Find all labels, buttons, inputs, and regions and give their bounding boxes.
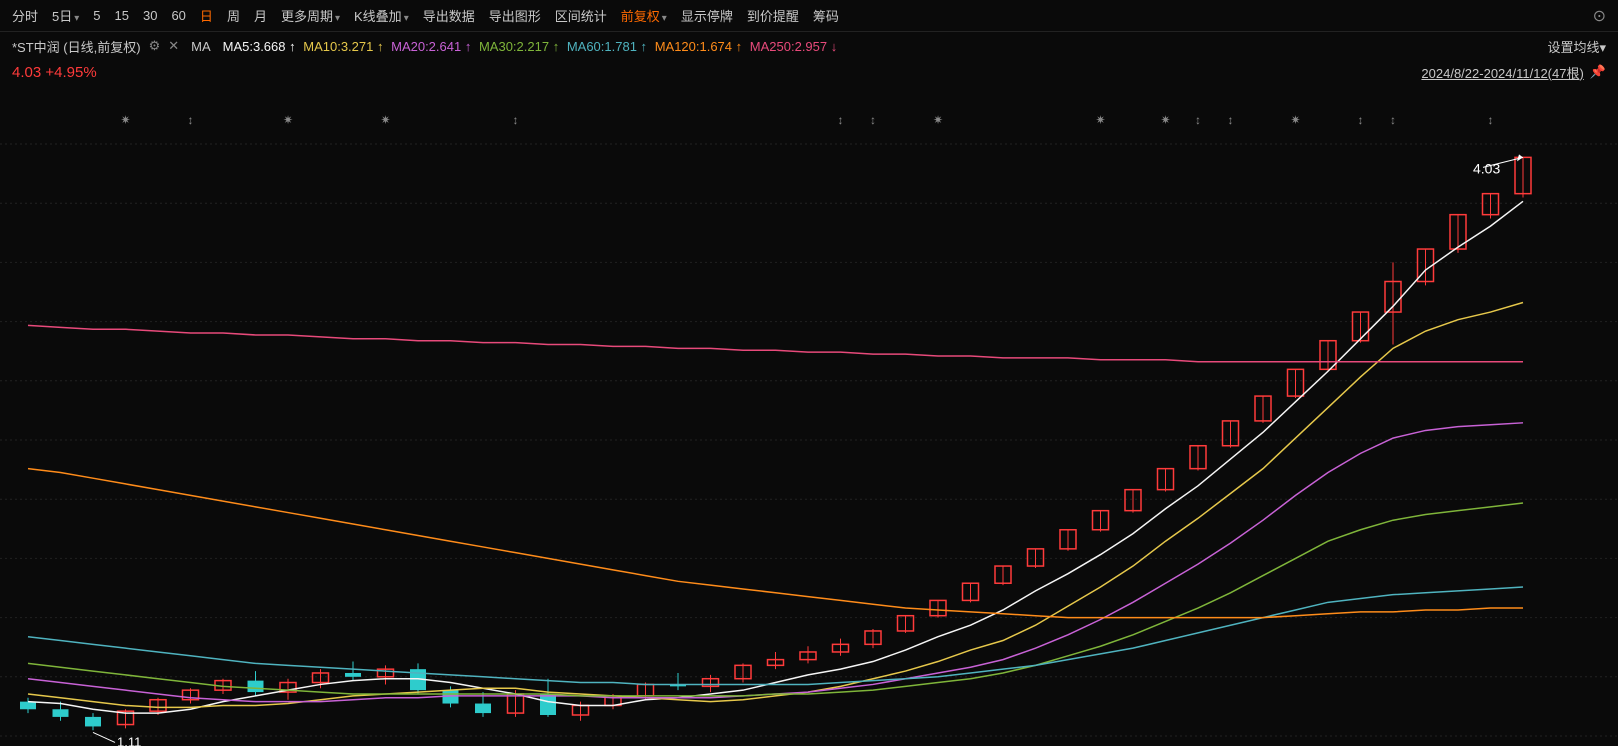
toolbar-item-3[interactable]: 15 (115, 8, 129, 23)
svg-text:✷: ✷ (933, 113, 943, 127)
toolbar-item-4[interactable]: 30 (143, 8, 157, 23)
svg-text:✷: ✷ (380, 113, 390, 127)
candlestick-chart: ✷ ↕ ✷ ✷ ↕ ↕ ↕ ✷ ✷ ✷ ↕ ↕ ✷ ↕ ↕ ↕ 4.03 1.11 (0, 84, 1618, 746)
price-bar: 4.03 +4.95% 2024/8/22-2024/11/12(47根) 📌 (0, 60, 1618, 84)
svg-text:↕: ↕ (838, 113, 844, 127)
ma-item-ma10: MA10:3.271 (303, 39, 383, 54)
toolbar-item-11[interactable]: 导出数据 (423, 6, 475, 25)
svg-text:↕: ↕ (513, 113, 519, 127)
ma-item-ma60: MA60:1.781 (567, 39, 647, 54)
toolbar-item-12[interactable]: 导出图形 (489, 6, 541, 25)
ma-item-ma120: MA120:1.674 (655, 39, 742, 54)
svg-text:✷: ✷ (120, 113, 130, 127)
toolbar-item-6[interactable]: 日 (200, 6, 213, 25)
svg-text:✷: ✷ (1290, 113, 1300, 127)
chart-area[interactable]: ✷ ↕ ✷ ✷ ↕ ↕ ↕ ✷ ✷ ✷ ↕ ↕ ✷ ↕ ↕ ↕ 4.03 1.11 (0, 84, 1618, 746)
svg-text:↕: ↕ (1228, 113, 1234, 127)
toolbar-item-5[interactable]: 60 (171, 8, 185, 23)
toolbar-item-1[interactable]: 5日▾ (52, 6, 79, 25)
toolbar-item-16[interactable]: 到价提醒 (747, 6, 799, 25)
svg-text:✷: ✷ (1160, 113, 1170, 127)
toolbar-item-17[interactable]: 筹码 (813, 6, 839, 25)
svg-text:✷: ✷ (1095, 113, 1105, 127)
svg-text:↕: ↕ (1390, 113, 1396, 127)
ma-item-ma5: MA5:3.668 (223, 39, 296, 54)
toolbar-item-7[interactable]: 周 (227, 6, 240, 25)
info-bar: *ST中润 (日线,前复权) ⚙ ✕ MA MA5:3.668 MA10:3.2… (0, 32, 1618, 60)
date-range[interactable]: 2024/8/22-2024/11/12(47根) (1421, 63, 1583, 82)
stock-name: *ST中润 (日线,前复权) (12, 37, 141, 56)
svg-text:↕: ↕ (1195, 113, 1201, 127)
timeframe-toolbar: 分时 5日▾ 5 15 30 60 日周月更多周期▾ K线叠加▾ 导出数据导出图形区间统计前复权… (0, 0, 1618, 32)
svg-text:↕: ↕ (1488, 113, 1494, 127)
toolbar-item-10[interactable]: K线叠加▾ (354, 6, 409, 25)
toolbar-item-9[interactable]: 更多周期▾ (281, 6, 340, 25)
pin-icon[interactable]: 📌 (1590, 64, 1606, 80)
toolbar-item-13[interactable]: 区间统计 (555, 6, 607, 25)
close-icon[interactable]: ✕ (168, 38, 179, 54)
toolbar-item-14[interactable]: 前复权▾ (621, 6, 667, 25)
toolbar-more-icon[interactable]: ⊙ (1593, 6, 1606, 26)
svg-text:1.11: 1.11 (117, 734, 141, 746)
svg-text:↕: ↕ (188, 113, 194, 127)
current-price: 4.03 +4.95% (12, 64, 97, 81)
ma-item-ma250: MA250:2.957 (750, 39, 837, 54)
svg-text:4.03: 4.03 (1473, 160, 1500, 176)
svg-text:↕: ↕ (1358, 113, 1364, 127)
toolbar-item-8[interactable]: 月 (254, 6, 267, 25)
toolbar-item-15[interactable]: 显示停牌 (681, 6, 733, 25)
svg-text:✷: ✷ (283, 113, 293, 127)
ma-item-ma30: MA30:2.217 (479, 39, 559, 54)
toolbar-item-0[interactable]: 分时 (12, 6, 38, 25)
set-ma-button[interactable]: 设置均线▾ (1547, 37, 1606, 56)
ma-label: MA (191, 39, 211, 54)
gear-icon[interactable]: ⚙ (149, 38, 161, 54)
ma-item-ma20: MA20:2.641 (391, 39, 471, 54)
svg-text:↕: ↕ (870, 113, 876, 127)
toolbar-item-2[interactable]: 5 (93, 8, 100, 23)
